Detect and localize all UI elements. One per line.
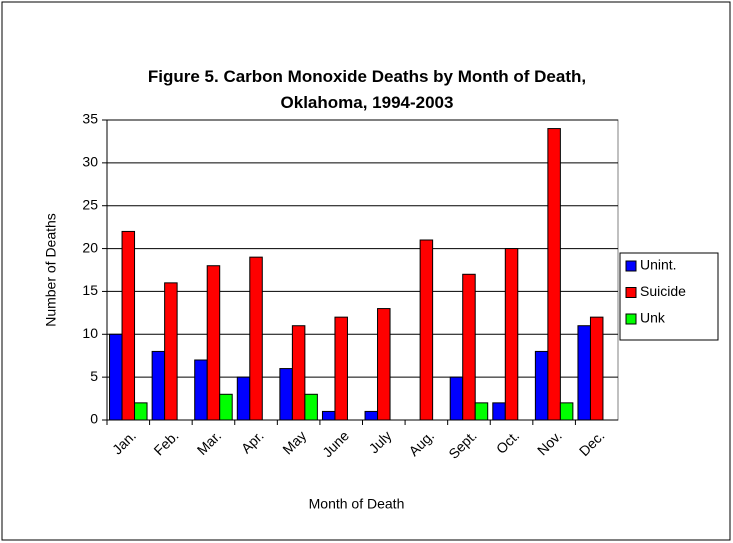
bar xyxy=(219,393,233,421)
bar xyxy=(291,325,306,421)
legend-swatch xyxy=(625,313,637,325)
y-tick-label: 35 xyxy=(82,111,98,127)
legend-label: Unint. xyxy=(640,257,677,273)
y-tick-label: 15 xyxy=(82,282,98,298)
y-tick-label: 10 xyxy=(82,325,98,341)
legend-swatch xyxy=(625,260,637,272)
bar xyxy=(534,350,549,421)
y-tick-label: 20 xyxy=(82,239,98,255)
bar xyxy=(164,282,178,421)
y-tick-label: 25 xyxy=(82,196,98,212)
bar xyxy=(377,308,391,421)
bar xyxy=(236,376,251,421)
chart-title: Figure 5. Carbon Monoxide Deaths by Mont… xyxy=(147,67,587,112)
bar xyxy=(151,350,166,421)
bar xyxy=(589,316,604,421)
bar xyxy=(547,128,561,421)
y-tick-label: 30 xyxy=(82,154,98,170)
bar xyxy=(134,402,148,421)
legend-label: Suicide xyxy=(640,283,686,299)
bar xyxy=(109,333,123,421)
y-tick-label: 5 xyxy=(90,368,98,384)
bar xyxy=(504,248,519,421)
x-axis-label: Month of Death xyxy=(309,496,405,512)
bar xyxy=(321,410,336,421)
bar xyxy=(449,376,464,421)
bar xyxy=(577,325,591,421)
bar xyxy=(364,410,379,421)
bar xyxy=(121,230,136,421)
legend-swatch xyxy=(625,287,637,298)
bar xyxy=(462,273,476,421)
y-axis-label: Number of Deaths xyxy=(43,213,59,327)
bar xyxy=(334,316,348,421)
bar xyxy=(559,402,574,421)
legend-label: Unk xyxy=(640,310,666,326)
bar xyxy=(279,368,293,421)
plot-area xyxy=(106,119,619,421)
bar xyxy=(206,265,221,421)
bar xyxy=(474,402,489,421)
bar xyxy=(249,256,263,421)
bar xyxy=(492,402,506,421)
bar xyxy=(194,359,208,421)
bar xyxy=(419,239,434,421)
bar xyxy=(304,393,318,421)
y-tick-label: 0 xyxy=(90,411,98,427)
